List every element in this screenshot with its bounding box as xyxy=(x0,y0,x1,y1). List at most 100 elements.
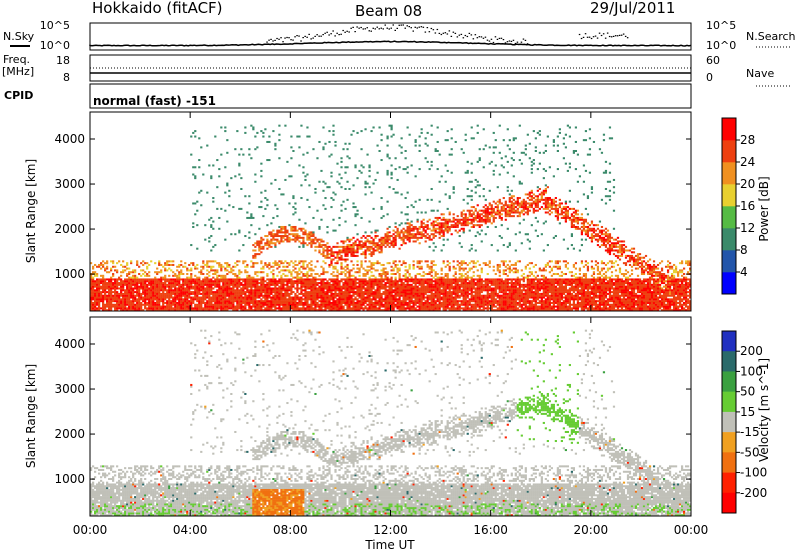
power-cell xyxy=(216,294,219,297)
power-cell xyxy=(190,267,193,270)
power-cell xyxy=(266,159,269,162)
power-cell xyxy=(294,294,297,297)
power-cell xyxy=(370,254,373,257)
power-cell xyxy=(242,260,245,263)
power-cell xyxy=(196,276,199,279)
power-cell xyxy=(432,227,435,230)
power-cell xyxy=(126,282,129,285)
power-cell xyxy=(126,294,129,297)
power-cell xyxy=(184,301,187,304)
nsearch-point xyxy=(458,34,461,36)
power-cell xyxy=(152,300,155,303)
power-cell xyxy=(334,283,337,286)
power-cell xyxy=(382,263,385,266)
power-cell xyxy=(248,300,251,303)
power-cell xyxy=(426,225,429,228)
power-cell xyxy=(262,215,265,218)
power-cell xyxy=(324,245,327,248)
power-cell xyxy=(208,289,211,292)
nsearch-point xyxy=(600,34,603,37)
power-cell xyxy=(268,245,271,248)
power-cell xyxy=(406,238,409,241)
power-cell xyxy=(306,235,309,238)
power-cell xyxy=(380,298,383,301)
power-cell xyxy=(334,245,337,248)
power-cell xyxy=(376,242,379,245)
power-cell xyxy=(92,271,95,274)
power-cell xyxy=(336,294,339,297)
power-cell xyxy=(114,292,117,295)
power-cell xyxy=(388,291,391,294)
power-cell xyxy=(442,216,445,219)
power-cell xyxy=(400,309,403,312)
power-cell xyxy=(144,291,147,294)
power-cell xyxy=(304,267,307,270)
power-cell xyxy=(318,309,321,312)
power-cell xyxy=(430,187,433,190)
power-cell xyxy=(352,236,355,239)
power-cell xyxy=(280,303,283,306)
power-cell xyxy=(166,303,169,306)
power-cell xyxy=(428,271,431,274)
power-cell xyxy=(318,294,321,297)
power-cell xyxy=(280,276,283,279)
power-cell xyxy=(334,309,337,312)
power-cell xyxy=(286,305,289,308)
power-cell xyxy=(366,249,369,252)
power-cell xyxy=(184,298,187,301)
power-cell xyxy=(368,169,371,172)
power-cell xyxy=(392,280,395,283)
power-cell xyxy=(320,283,323,286)
power-cell xyxy=(258,282,261,285)
power-cell xyxy=(258,285,261,288)
power-cell xyxy=(364,282,367,285)
power-cell xyxy=(374,303,377,306)
nsearch-point xyxy=(590,37,593,40)
power-cell xyxy=(424,287,427,290)
power-cell xyxy=(428,283,431,286)
power-cell xyxy=(180,309,183,312)
power-cell xyxy=(306,198,309,201)
power-cell xyxy=(220,296,223,299)
power-cell xyxy=(200,289,203,292)
power-cell xyxy=(432,294,435,297)
power-cell xyxy=(322,287,325,290)
power-cell xyxy=(362,278,365,281)
power-cell xyxy=(426,289,429,292)
power-cell xyxy=(162,305,165,308)
power-cell xyxy=(376,144,379,147)
power-cell xyxy=(278,187,281,190)
power-cell xyxy=(330,291,333,294)
power-cell xyxy=(280,283,283,286)
power-cell xyxy=(424,137,427,140)
power-cell xyxy=(438,309,441,312)
power-cell xyxy=(356,303,359,306)
power-cell xyxy=(302,244,305,247)
power-cell xyxy=(266,242,269,245)
power-cell xyxy=(440,235,443,238)
power-cell xyxy=(426,131,429,134)
power-cell xyxy=(444,309,447,312)
power-cell xyxy=(330,262,333,265)
power-cell xyxy=(402,242,405,245)
power-cell xyxy=(358,274,361,277)
power-cell xyxy=(172,283,175,286)
power-cell xyxy=(220,267,223,270)
power-cell xyxy=(190,301,193,304)
power-cell xyxy=(436,283,439,286)
nsearch-point xyxy=(518,43,521,45)
power-cell xyxy=(328,263,331,266)
power-cell xyxy=(404,300,407,303)
power-cell xyxy=(384,276,387,279)
power-cell xyxy=(146,274,149,277)
power-cell xyxy=(352,267,355,270)
power-cell xyxy=(282,225,285,228)
nsearch-point xyxy=(332,30,334,32)
power-cell xyxy=(438,301,441,304)
power-cell xyxy=(418,305,421,308)
power-cell xyxy=(186,276,189,279)
power-cell xyxy=(402,233,405,236)
power-cell xyxy=(322,292,325,295)
power-cell xyxy=(440,285,443,288)
nsearch-point xyxy=(350,27,352,29)
